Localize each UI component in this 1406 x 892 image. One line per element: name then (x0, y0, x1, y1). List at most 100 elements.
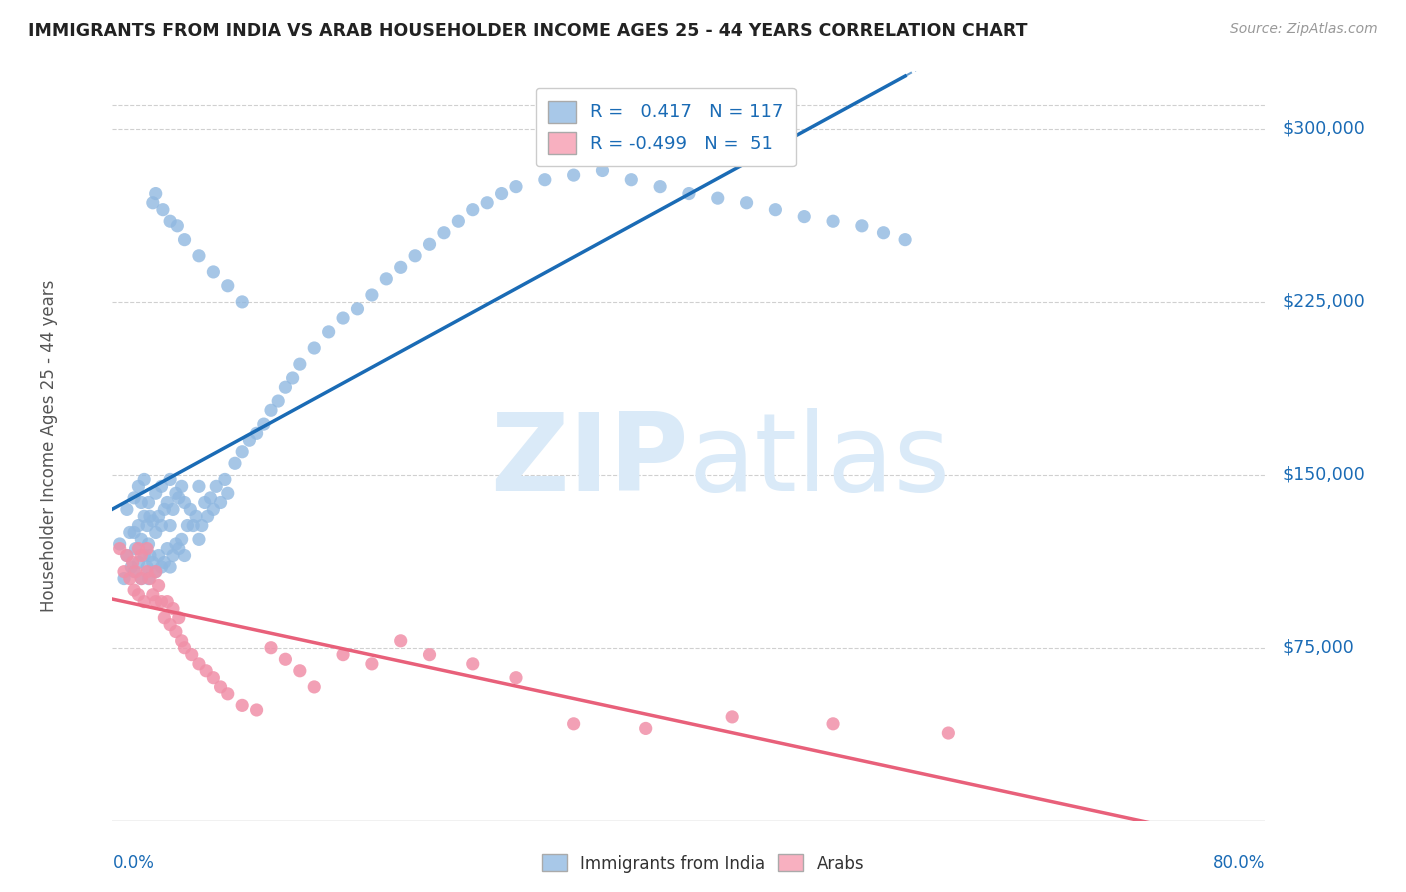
Point (173, 640, 195, 655)
Point (108, 541, 131, 556)
Point (592, 163, 614, 178)
Point (170, 479, 193, 493)
Point (821, 716, 844, 731)
Point (433, 226, 456, 240)
Point (562, 716, 585, 731)
Point (721, 710, 744, 724)
Point (246, 703, 269, 717)
Point (145, 565, 167, 579)
Point (231, 294, 253, 309)
Point (145, 486, 167, 500)
Point (217, 278, 239, 293)
Point (167, 541, 190, 556)
Point (115, 549, 138, 563)
Point (260, 403, 283, 417)
Text: Householder Income Ages 25 - 44 years: Householder Income Ages 25 - 44 years (39, 280, 58, 612)
Point (139, 509, 162, 524)
Point (765, 202, 787, 217)
Point (246, 426, 269, 441)
Point (159, 472, 181, 486)
Point (650, 179, 672, 194)
Point (129, 495, 153, 509)
Point (562, 168, 585, 182)
Point (194, 495, 217, 509)
Point (894, 233, 917, 247)
Point (936, 726, 959, 740)
Point (162, 502, 184, 516)
Text: IMMIGRANTS FROM INDIA VS ARAB HOUSEHOLDER INCOME AGES 25 - 44 YEARS CORRELATION : IMMIGRANTS FROM INDIA VS ARAB HOUSEHOLDE… (28, 22, 1028, 40)
Point (165, 624, 187, 639)
Point (138, 572, 160, 586)
Point (202, 502, 225, 516)
Text: $300,000: $300,000 (1282, 120, 1365, 138)
Point (274, 380, 297, 394)
Point (122, 491, 145, 505)
Point (120, 560, 142, 574)
Point (150, 479, 173, 493)
Point (202, 671, 225, 685)
Point (346, 301, 368, 316)
Point (127, 541, 149, 556)
Point (735, 195, 758, 210)
Point (165, 537, 187, 551)
Point (188, 249, 211, 263)
Point (150, 594, 173, 608)
Point (205, 479, 228, 493)
Point (159, 617, 181, 632)
Point (159, 518, 181, 533)
Point (134, 549, 156, 563)
Point (142, 588, 165, 602)
Point (156, 495, 179, 509)
Point (231, 444, 253, 458)
Point (127, 479, 149, 493)
Point (209, 680, 232, 694)
Point (179, 502, 201, 516)
Point (318, 325, 340, 339)
Point (127, 588, 149, 602)
Point (122, 583, 145, 598)
Point (872, 226, 894, 240)
Point (260, 640, 283, 655)
Point (304, 680, 326, 694)
Point (159, 560, 181, 574)
Point (173, 549, 195, 563)
Point (389, 633, 412, 648)
Point (491, 186, 513, 201)
Point (184, 509, 207, 524)
Text: 80.0%: 80.0% (1213, 855, 1265, 872)
Legend: R =   0.417   N = 117, R = -0.499   N =  51: R = 0.417 N = 117, R = -0.499 N = 51 (536, 88, 796, 166)
Point (231, 698, 253, 713)
Point (195, 664, 218, 678)
Text: $75,000: $75,000 (1282, 639, 1354, 657)
Point (620, 172, 643, 186)
Point (148, 509, 170, 524)
Point (176, 518, 198, 533)
Point (505, 671, 527, 685)
Point (115, 549, 138, 563)
Point (136, 518, 159, 533)
Point (129, 549, 153, 563)
Point (214, 472, 236, 486)
Point (138, 537, 160, 551)
Point (139, 572, 162, 586)
Point (136, 560, 159, 574)
Point (145, 565, 167, 579)
Point (124, 541, 146, 556)
Point (173, 233, 195, 247)
Point (142, 556, 165, 570)
Point (127, 518, 149, 533)
Point (202, 265, 225, 279)
Text: atlas: atlas (689, 408, 950, 514)
Text: $150,000: $150,000 (1282, 466, 1365, 483)
Point (124, 565, 146, 579)
Point (134, 509, 156, 524)
Point (288, 664, 311, 678)
Point (152, 202, 174, 217)
Point (162, 601, 184, 615)
Point (188, 657, 211, 671)
Point (851, 219, 873, 233)
Point (142, 514, 165, 528)
Point (191, 518, 214, 533)
Point (505, 179, 527, 194)
Point (634, 722, 657, 736)
